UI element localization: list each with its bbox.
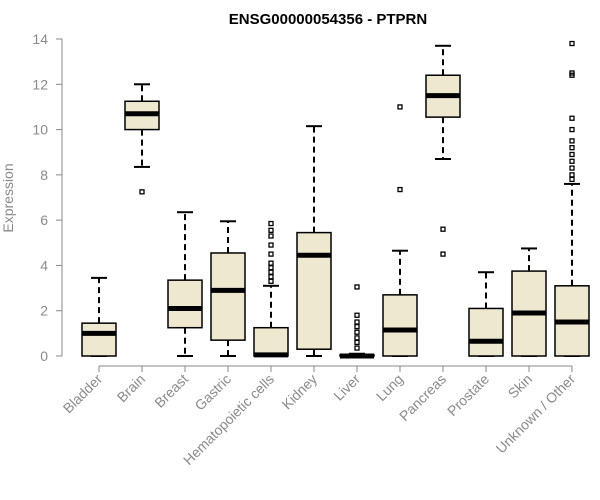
box-skin [511,247,547,357]
outlier-point [268,278,274,284]
y-axis-label: Expression [0,163,16,232]
outlier-point [569,115,575,121]
box-pancreas [425,44,461,257]
outlier-point [569,165,575,171]
outlier-point [354,312,360,318]
box-iqr [382,294,418,357]
outlier-point [397,186,403,193]
box-iqr [210,252,246,341]
y-tick-label: 4 [40,257,48,273]
box-breast [167,211,203,357]
box-liver [339,284,375,359]
y-tick-label: 10 [32,122,48,138]
box-iqr [296,231,332,350]
outlier-point [268,227,274,233]
x-tick-label: Breast [151,371,191,411]
outlier-point [569,176,575,183]
x-tick-label: Liver [330,371,363,404]
y-tick-label: 0 [40,348,48,364]
y-tick-label: 8 [40,167,48,183]
outlier-point [354,329,360,335]
box-lung [382,104,418,357]
outlier-point [354,323,360,330]
box-bladder [81,276,117,357]
y-tick-label: 12 [32,76,48,92]
outlier-point [268,260,274,266]
outlier-point [397,104,403,110]
x-tick-label: Lung [373,371,406,404]
outlier-point [354,335,360,341]
x-tick-label: Bladder [60,371,106,417]
outlier-point [268,274,274,280]
x-tick-label: Brain [114,371,148,405]
y-tick-label: 2 [40,303,48,319]
outlier-point [354,319,360,325]
box-hematopoietic-cells [253,220,289,358]
plot-area [81,40,590,359]
outlier-point [440,226,446,232]
outlier-point [268,265,274,271]
x-tick-label: Kidney [279,371,321,413]
x-tick-label: Unknown / Other [493,371,579,457]
box-iqr [167,279,203,329]
outlier-point [569,70,575,76]
outlier-point [440,251,446,257]
outlier-point [268,220,274,227]
box-iqr [468,307,504,357]
outlier-point [569,145,575,151]
outlier-point [569,126,575,133]
x-tick-label: Prostate [444,371,492,419]
y-tick-label: 6 [40,212,48,228]
outlier-point [268,269,274,275]
y-tick-label: 14 [32,31,48,47]
outlier-point [268,242,274,248]
outlier-point [569,40,575,47]
x-tick-label: Skin [505,371,536,402]
outlier-point [268,233,274,239]
outlier-point [354,345,360,351]
box-unknown-other [554,40,590,357]
box-gastric [210,220,246,357]
box-prostate [468,271,504,357]
outlier-point [354,339,360,346]
outlier-point [569,138,575,144]
box-kidney [296,125,332,357]
outlier-point [569,172,575,178]
outlier-point [268,251,274,257]
outlier-point [139,189,145,195]
box-brain [124,83,160,195]
outlier-point [354,284,360,290]
outlier-point [569,158,575,164]
box-iqr [253,326,289,357]
box-iqr [81,322,117,357]
outlier-point [569,151,575,158]
x-tick-label: Gastric [191,371,234,414]
chart-title: ENSG00000054356 - PTPRN [229,11,427,28]
x-tick-label: Pancreas [396,371,449,424]
